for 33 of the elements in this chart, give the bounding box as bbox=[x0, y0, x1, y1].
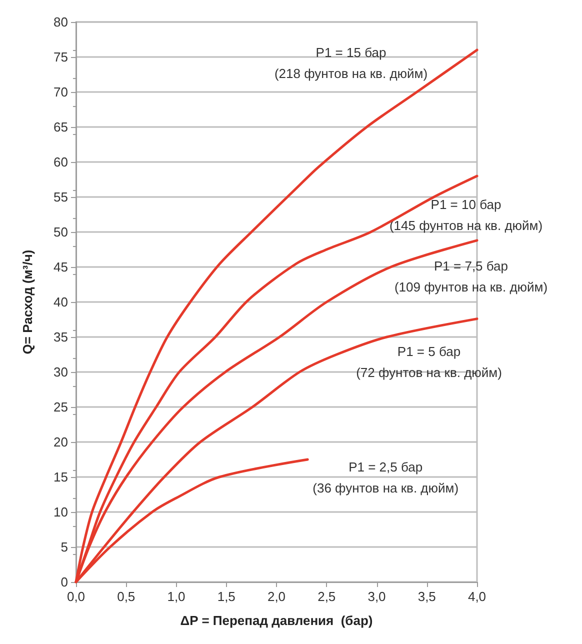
x-tick-label: 0,5 bbox=[117, 589, 136, 604]
annotation: P1 = 2,5 бар (36 фунтов на кв. дюйм) bbox=[312, 460, 459, 496]
y-tick-label: 0 bbox=[60, 574, 68, 590]
annotation: P1 = 10 бар (145 фунтов на кв. дюйм) bbox=[389, 197, 543, 233]
y-tick-label: 25 bbox=[54, 400, 68, 414]
y-tick-label: 30 bbox=[54, 364, 68, 380]
x-tick-label: 2,0 bbox=[267, 589, 286, 604]
y-tick-label: 15 bbox=[54, 470, 68, 484]
y-axis-title: Q= Расход (м³/ч) bbox=[20, 250, 35, 354]
x-axis-title: ΔP = Перепад давления (бар) bbox=[180, 613, 373, 628]
annotation: P1 = 7,5 бар (109 фунтов на кв. дюйм) bbox=[394, 258, 548, 294]
y-tick-label: 65 bbox=[54, 120, 68, 134]
y-tick-label: 50 bbox=[54, 224, 68, 240]
y-tick-label: 75 bbox=[54, 50, 68, 64]
y-tick-label: 70 bbox=[54, 84, 68, 100]
y-tick-label: 10 bbox=[54, 504, 68, 520]
y-tick-label: 40 bbox=[54, 294, 68, 310]
annotation: P1 = 15 бар (218 фунтов на кв. дюйм) bbox=[274, 45, 428, 81]
x-tick-label: 4,0 bbox=[468, 589, 486, 604]
y-tick-label: 20 bbox=[54, 434, 68, 450]
x-tick-label: 3,5 bbox=[418, 589, 436, 604]
x-tick-label: 1,5 bbox=[217, 589, 236, 604]
y-tick-label: 5 bbox=[60, 540, 68, 554]
x-tick-label: 0,0 bbox=[66, 589, 86, 604]
x-tick-label: 3,0 bbox=[368, 589, 386, 604]
x-tick-label: 2,5 bbox=[318, 589, 336, 604]
y-tick-label: 60 bbox=[54, 154, 68, 170]
y-tick-label: 55 bbox=[54, 190, 68, 204]
y-tick-label: 80 bbox=[54, 14, 68, 30]
annotation: P1 = 5 бар (72 фунтов на кв. дюйм) bbox=[356, 344, 502, 380]
y-tick-label: 35 bbox=[54, 330, 68, 344]
y-tick-label: 45 bbox=[54, 260, 68, 274]
x-tick-label: 1,0 bbox=[167, 589, 186, 604]
